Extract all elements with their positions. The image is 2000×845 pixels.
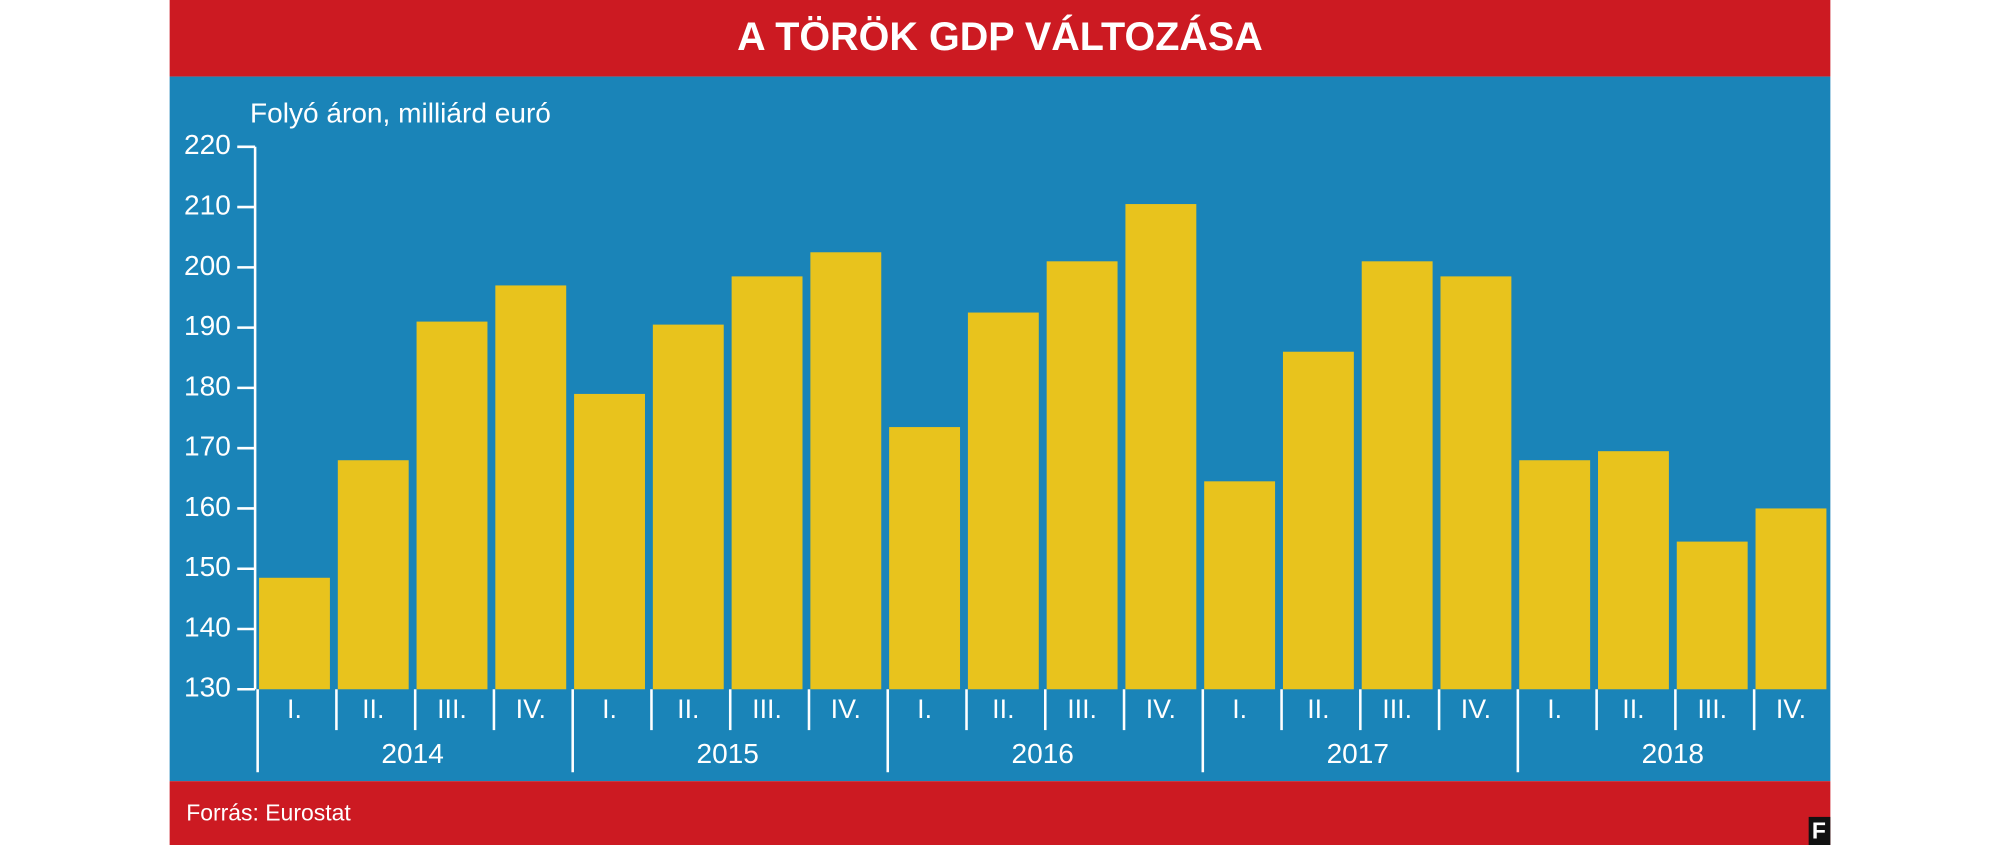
x-tick-label: IV. <box>831 694 861 724</box>
y-tick-label: 130 <box>184 672 231 703</box>
header-band <box>169 0 1831 77</box>
bar <box>1755 508 1827 690</box>
x-tick-label: II. <box>992 694 1014 724</box>
y-tick-label: 200 <box>184 250 231 281</box>
bar <box>1440 276 1512 690</box>
logo-box <box>1808 816 1831 845</box>
bar <box>1125 204 1197 690</box>
y-tick-label: 150 <box>184 551 231 582</box>
bar <box>259 577 330 690</box>
x-tick-label: III. <box>1697 694 1727 724</box>
x-tick-label: III. <box>1382 694 1412 724</box>
x-tick-label: III. <box>437 694 467 724</box>
bar <box>1282 351 1354 690</box>
year-label: 2017 <box>1327 738 1389 769</box>
x-tick-label: I. <box>1547 694 1562 724</box>
bar <box>810 252 882 690</box>
bar <box>652 324 724 690</box>
bar <box>495 285 567 690</box>
bar <box>337 460 409 690</box>
bar <box>1046 261 1118 690</box>
year-label: 2014 <box>381 738 443 769</box>
y-tick-label: 190 <box>184 310 231 341</box>
bar <box>574 393 645 690</box>
x-tick-label: I. <box>1232 694 1247 724</box>
bar <box>1676 541 1748 690</box>
y-tick-label: 220 <box>184 129 231 160</box>
x-tick-label: IV. <box>516 694 546 724</box>
x-tick-label: IV. <box>1776 694 1806 724</box>
chart-title: A TÖRÖK GDP VÁLTOZÁSA <box>737 15 1263 59</box>
bar <box>967 312 1039 690</box>
subtitle: Folyó áron, milliárd euró <box>250 97 551 128</box>
y-tick-label: 210 <box>184 189 231 220</box>
year-label: 2015 <box>696 738 758 769</box>
bar <box>1361 261 1433 690</box>
logo: F <box>1812 817 1826 843</box>
x-tick-label: II. <box>677 694 699 724</box>
x-tick-label: I. <box>917 694 932 724</box>
year-label: 2016 <box>1012 738 1074 769</box>
x-tick-label: I. <box>287 694 302 724</box>
bar <box>1519 460 1591 690</box>
year-label: 2018 <box>1642 738 1704 769</box>
x-tick-label: IV. <box>1146 694 1176 724</box>
y-tick-label: 160 <box>184 491 231 522</box>
footer-band <box>169 781 1831 845</box>
bar <box>731 276 803 690</box>
bar <box>889 427 961 690</box>
bar <box>1598 451 1669 690</box>
y-tick-label: 140 <box>184 611 231 642</box>
x-tick-label: II. <box>1622 694 1644 724</box>
y-tick-label: 170 <box>184 431 231 462</box>
source: Forrás: Eurostat <box>186 799 351 825</box>
x-tick-label: IV. <box>1461 694 1491 724</box>
bar <box>1204 481 1276 690</box>
x-tick-label: II. <box>362 694 384 724</box>
bar <box>416 321 488 690</box>
x-tick-label: III. <box>752 694 782 724</box>
x-tick-label: I. <box>602 694 617 724</box>
x-tick-label: III. <box>1067 694 1097 724</box>
y-tick-label: 180 <box>184 370 231 401</box>
x-tick-label: II. <box>1307 694 1329 724</box>
